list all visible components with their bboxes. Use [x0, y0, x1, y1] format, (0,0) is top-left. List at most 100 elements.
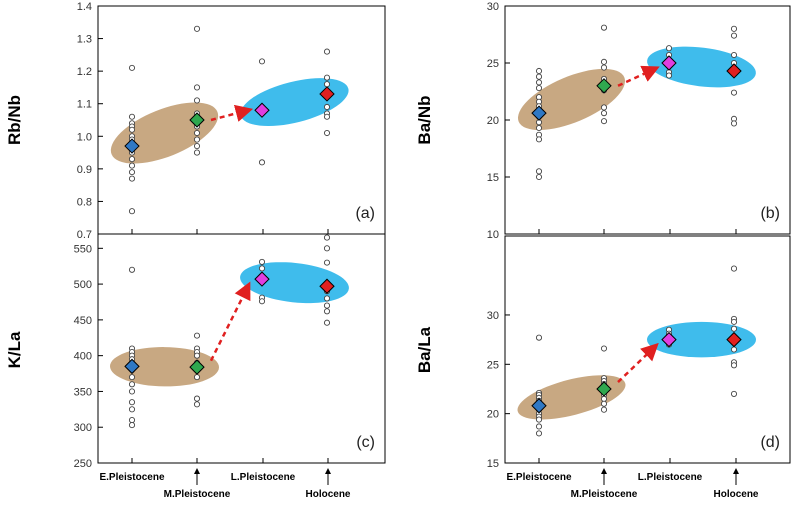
sample-point	[323, 48, 331, 55]
mean-marker	[726, 331, 742, 348]
trend-arrow	[210, 104, 254, 122]
sample-point	[128, 162, 136, 169]
sample-point	[323, 308, 331, 315]
panel-label: (a)	[355, 205, 375, 222]
sample-point	[535, 173, 543, 181]
sample-point	[128, 126, 136, 133]
y-tick-label: 250	[74, 458, 92, 470]
sample-point	[193, 352, 201, 359]
sample-point	[193, 149, 201, 156]
sample-point	[128, 266, 136, 273]
sample-point	[730, 318, 738, 325]
sample-point	[128, 422, 136, 429]
y-axis-label: Rb/Nb	[5, 95, 24, 145]
y-tick-label: 25	[487, 359, 499, 371]
trend-arrow	[617, 65, 660, 87]
category-pointer-head	[733, 468, 739, 474]
sample-point	[258, 265, 266, 272]
mean-marker	[531, 398, 547, 414]
y-tick-label: 0.7	[77, 229, 92, 241]
sample-point	[730, 25, 738, 32]
sample-point	[193, 97, 201, 104]
sample-point	[323, 81, 331, 88]
sample-point	[600, 64, 608, 71]
sample-point	[535, 67, 543, 75]
y-tick-label: 30	[487, 310, 499, 322]
late-group-ellipse	[240, 78, 349, 127]
y-tick-label: 15	[487, 172, 499, 184]
mean-marker	[319, 86, 335, 102]
sample-point	[258, 258, 266, 265]
sample-point	[193, 129, 201, 137]
sample-point	[535, 136, 543, 143]
sample-point	[535, 334, 543, 341]
sample-point	[258, 298, 266, 305]
sample-point	[323, 129, 331, 137]
early-group-ellipse	[517, 375, 626, 420]
x-category-label: M.Pleistocene	[571, 489, 638, 500]
sample-point	[665, 45, 673, 52]
sample-point	[535, 416, 543, 423]
mean-marker	[124, 138, 140, 154]
sample-point	[600, 58, 608, 65]
sample-point	[535, 124, 543, 132]
sample-point	[600, 345, 608, 352]
sample-point	[600, 104, 608, 111]
y-tick-label: 450	[74, 315, 92, 327]
y-tick-label: 300	[74, 422, 92, 434]
sample-point	[128, 113, 136, 120]
sample-point	[258, 58, 266, 65]
y-tick-label: 0.9	[77, 164, 92, 176]
y-tick-label: 500	[74, 279, 92, 291]
sample-point	[193, 143, 201, 150]
x-category-label: Holocene	[305, 489, 350, 500]
sample-point	[323, 319, 331, 326]
sample-point	[730, 89, 738, 96]
y-axis-label: K/La	[5, 331, 24, 368]
y-tick-label: 350	[74, 386, 92, 398]
sample-point	[128, 374, 136, 381]
x-category-label: M.Pleistocene	[164, 489, 231, 500]
panel-label: (d)	[760, 434, 780, 451]
sample-point	[128, 175, 136, 182]
sample-point	[323, 74, 331, 81]
sample-point	[730, 346, 738, 353]
sample-point	[535, 430, 543, 437]
mean-marker	[189, 359, 205, 375]
x-category-label: E.Pleistocene	[506, 472, 571, 483]
sample-point	[730, 390, 738, 397]
sample-point	[535, 79, 543, 86]
sample-point	[730, 265, 738, 272]
sample-point	[323, 295, 331, 302]
y-tick-label: 1.0	[77, 131, 92, 143]
mean-marker	[661, 331, 677, 348]
sample-point	[323, 103, 331, 111]
category-pointer-head	[194, 468, 200, 474]
y-tick-label: 1.2	[77, 66, 92, 78]
sample-point	[730, 325, 738, 332]
trend-arrow	[617, 342, 659, 383]
panel-c: 250 300 350 400 450 500 550 K/La (c) E.Pleistocen…	[5, 233, 386, 500]
mean-marker	[124, 358, 140, 375]
mean-marker	[596, 381, 612, 397]
category-pointer-head	[325, 468, 331, 474]
sample-point	[128, 208, 136, 215]
mean-marker	[254, 271, 270, 287]
y-tick-label: 10	[487, 229, 499, 241]
sample-point	[600, 118, 608, 125]
sample-point	[258, 159, 266, 166]
panel-b: 10 15 20 25 30 Ba/Nb (b)	[415, 1, 791, 241]
late-group-ellipse	[647, 321, 756, 358]
sample-point	[128, 156, 136, 163]
sample-point	[193, 136, 201, 143]
y-tick-label: 400	[74, 351, 92, 363]
mean-marker	[319, 278, 335, 294]
y-tick-label: 20	[487, 409, 499, 421]
sample-point	[600, 406, 608, 413]
sample-point	[128, 388, 136, 395]
sample-point	[193, 84, 201, 91]
sample-point	[600, 400, 608, 407]
sample-point	[730, 120, 738, 127]
sample-point	[323, 113, 331, 120]
